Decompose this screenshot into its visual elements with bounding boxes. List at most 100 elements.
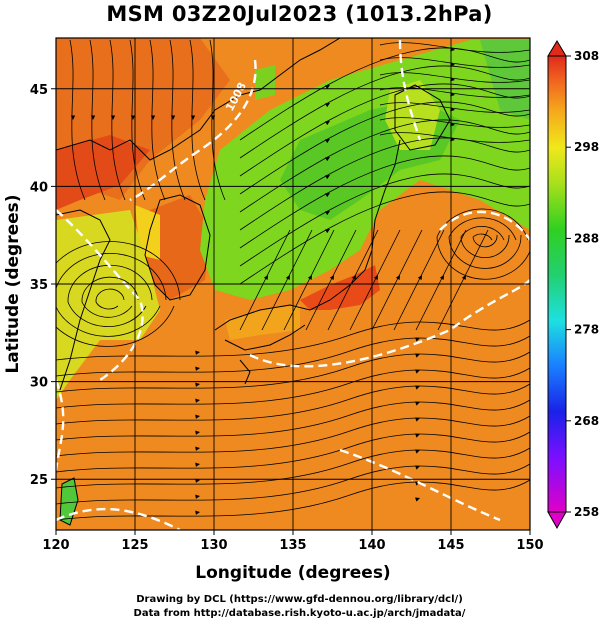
- streamline-arrow: [110, 115, 116, 120]
- streamline-arrow: [415, 369, 420, 374]
- streamline: [239, 47, 530, 141]
- credit-data-source: Data from http://database.rish.kyoto-u.a…: [133, 608, 466, 619]
- streamline-arrow: [415, 353, 420, 358]
- x-tick-label: 120: [42, 538, 69, 553]
- y-tick-label: 45: [30, 83, 48, 98]
- streamline-arrow: [190, 115, 196, 120]
- streamline-arrow: [195, 510, 200, 515]
- streamline-arrow: [170, 115, 176, 120]
- streamline: [56, 383, 530, 425]
- streamline-arrow: [325, 157, 330, 162]
- streamline: [436, 208, 530, 280]
- streamline-arrow: [285, 275, 290, 280]
- colorbar-body: [547, 55, 567, 513]
- streamline-arrow: [195, 398, 200, 403]
- x-tick-labels: 120 125 130 135 140 145 150: [42, 530, 544, 553]
- colorbar: 308 298 288 278 268 258: [547, 40, 599, 530]
- streamline-arrow: [195, 446, 200, 451]
- streamline-arrow: [395, 275, 400, 280]
- streamline-arrow: [195, 350, 200, 355]
- colorbar-label: 308: [574, 49, 599, 63]
- streamline: [239, 83, 530, 177]
- streamline-arrow: [195, 414, 200, 419]
- grid-lines: [56, 38, 530, 530]
- streamline-arrow: [325, 103, 330, 108]
- colorbar-top-arrow: [547, 40, 567, 57]
- streamline: [379, 132, 530, 143]
- y-tick-label: 30: [30, 376, 48, 391]
- streamline-arrow: [415, 337, 420, 342]
- streamline-arrow: [415, 433, 420, 438]
- pressure-contours: [56, 39, 530, 530]
- y-tick-label: 35: [30, 278, 48, 293]
- streamline-arrow: [195, 494, 200, 499]
- streamline-arrow: [415, 465, 420, 470]
- x-tick-label: 130: [200, 538, 227, 553]
- x-tick-label: 125: [121, 538, 148, 553]
- streamline: [67, 264, 153, 328]
- streamline: [56, 253, 167, 337]
- streamline: [56, 463, 530, 505]
- streamline-arrow: [130, 115, 136, 120]
- streamline: [379, 42, 530, 53]
- streamline: [56, 447, 530, 489]
- streamline: [56, 319, 530, 361]
- streamline-arrow: [325, 211, 330, 216]
- streamline-arrow: [195, 382, 200, 387]
- streamline: [56, 479, 530, 521]
- streamline-arrow: [325, 229, 330, 234]
- streamline-arrow: [329, 275, 334, 280]
- streamline-arrow: [351, 275, 356, 280]
- streamline-arrow: [415, 401, 420, 406]
- wind-streamlines: [56, 39, 530, 521]
- streamline-arrow: [415, 449, 420, 454]
- streamline-arrow: [415, 385, 420, 390]
- streamline-arrow: [325, 193, 330, 198]
- streamline: [95, 288, 125, 310]
- colorbar-label: 298: [574, 140, 599, 154]
- streamline-arrow: [70, 115, 76, 120]
- streamline: [379, 57, 530, 68]
- streamline: [239, 65, 530, 159]
- streamline-arrow: [325, 85, 330, 90]
- streamline: [239, 173, 530, 267]
- streamline-arrow: [195, 462, 200, 467]
- streamline: [460, 226, 510, 259]
- streamline-arrow: [373, 275, 378, 280]
- y-tick-labels: 25 30 35 40 45: [30, 83, 56, 488]
- streamline-arrow: [150, 115, 156, 120]
- streamline: [239, 155, 530, 249]
- streamline-arrow: [90, 115, 96, 120]
- streamline: [379, 117, 530, 128]
- streamline-arrow: [307, 275, 312, 280]
- colorbar-label: 258: [574, 505, 599, 519]
- streamline-arrow: [415, 497, 420, 502]
- colorbar-label: 278: [574, 323, 599, 337]
- streamline: [56, 399, 530, 441]
- y-tick-label: 25: [30, 473, 48, 488]
- streamline: [448, 217, 522, 269]
- streamline: [56, 335, 530, 377]
- streamline: [56, 415, 530, 457]
- coastlines: [56, 38, 451, 526]
- streamline-arrow: [325, 139, 330, 144]
- streamline: [239, 137, 530, 231]
- streamline: [379, 72, 530, 83]
- streamline-arrow: [439, 275, 444, 280]
- streamline: [56, 241, 181, 347]
- streamline: [56, 367, 530, 409]
- streamline-arrow: [195, 430, 200, 435]
- x-axis-title: Longitude (degrees): [195, 563, 390, 583]
- streamline: [379, 87, 530, 98]
- colorbar-bottom-arrow: [547, 511, 567, 530]
- streamline: [239, 101, 530, 195]
- streamline-arrow: [461, 275, 466, 280]
- y-axis-title: Latitude (degrees): [3, 194, 23, 373]
- credit-drawing: Drawing by DCL (https://www.gfd-dennou.o…: [136, 594, 463, 605]
- colorbar-label: 288: [574, 231, 599, 245]
- streamline-arrow: [415, 417, 420, 422]
- streamline-arrow: [325, 175, 330, 180]
- chart-title: MSM 03Z20Jul2023 (1013.2hPa): [106, 2, 493, 26]
- x-tick-label: 145: [437, 538, 464, 553]
